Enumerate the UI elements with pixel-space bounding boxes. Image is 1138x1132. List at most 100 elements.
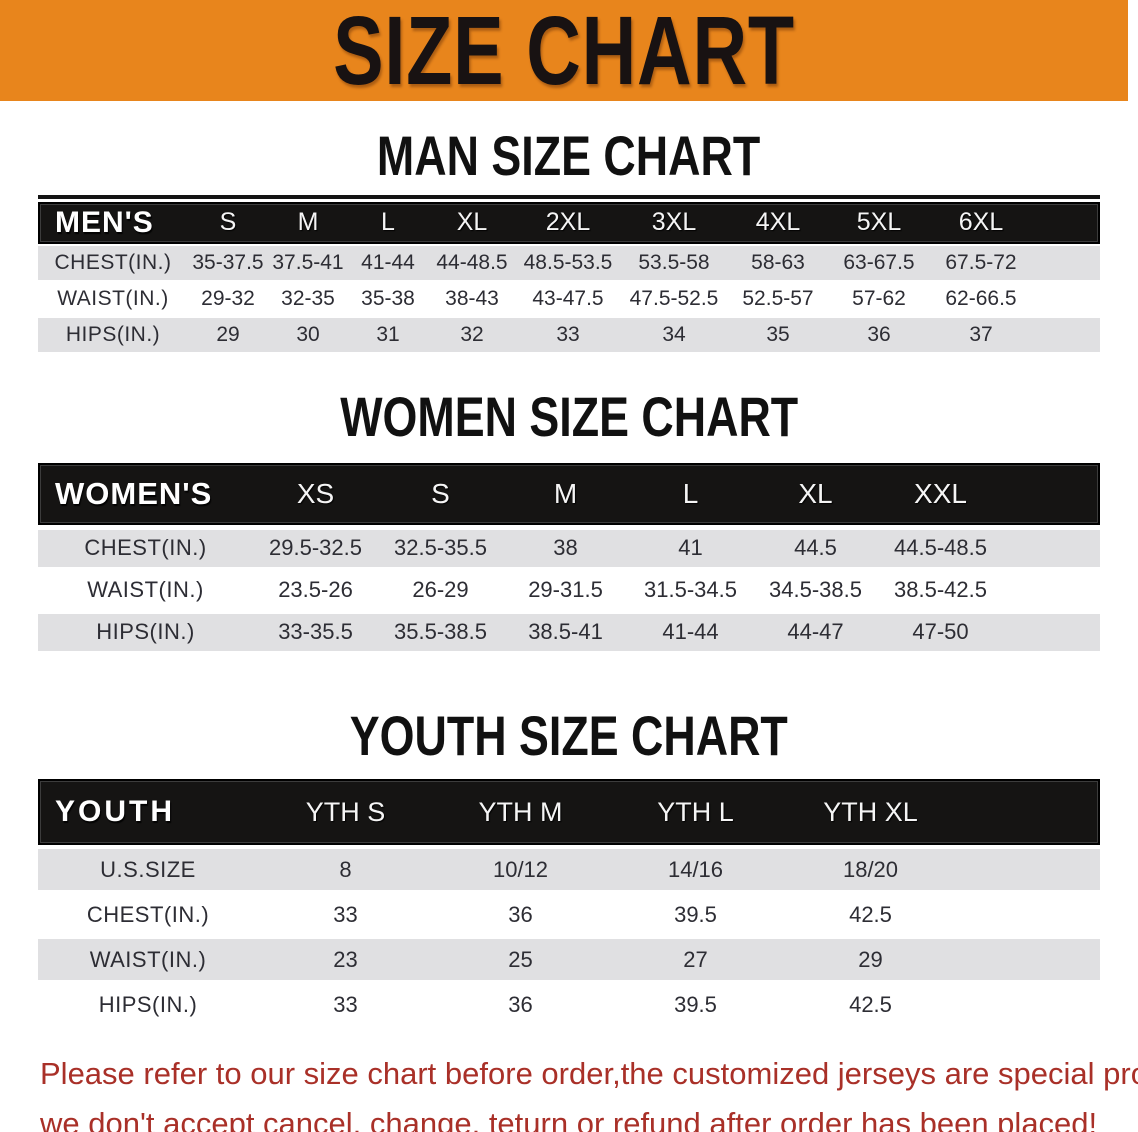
column-header: M [297,208,319,237]
size-value: 44-48.5 [436,250,508,274]
column-header: YTH L [657,796,734,827]
size-value: 36 [508,901,533,927]
size-value: 14/16 [667,856,724,882]
size-value: 41-44 [361,250,415,274]
column-header: 5XL [856,208,902,237]
table-row: CHEST(IN.) 35-37.5 37.5-41 41-44 44-48.5… [38,245,1100,280]
size-value: 35.5-38.5 [394,619,487,645]
size-value: 33 [333,901,358,927]
size-value: 38.5-41 [528,619,603,645]
size-value: 62-66.5 [945,286,1017,310]
size-value: 27 [683,946,708,972]
size-value: 42.5 [849,901,892,927]
size-value: 36 [508,991,533,1017]
size-value: 32.5-35.5 [394,535,487,561]
page-title: SIZE CHART [333,0,795,105]
size-value: 35-38 [361,286,415,310]
youth-section-heading: YOUTH SIZE CHART [349,703,789,767]
size-value: 29-32 [201,286,255,310]
table-row: HIPS(IN.) 29 30 31 32 33 34 35 36 37 [38,317,1100,352]
column-header: L [682,477,699,509]
column-header: XL [456,208,488,237]
size-value: 47.5-52.5 [629,286,719,310]
row-label: HIPS(IN.) [65,322,161,346]
size-value: 32-35 [281,286,335,310]
size-value: 35-37.5 [192,250,264,274]
size-value: 18/20 [842,856,899,882]
size-value: 38.5-42.5 [894,577,987,603]
size-value: 34.5-38.5 [769,577,862,603]
column-header: 6XL [958,208,1004,237]
womens-corner-label: WOMEN'S [55,475,213,511]
table-row: WAIST(IN.) 29-32 32-35 35-38 38-43 43-47… [38,282,1100,316]
size-value: 38-43 [445,286,499,310]
size-value: 32 [460,322,484,346]
size-value: 31 [376,322,400,346]
women-section-heading: WOMEN SIZE CHART [340,384,798,448]
size-value: 23.5-26 [278,577,353,603]
size-value: 29-31.5 [528,577,603,603]
row-label: HIPS(IN.) [98,991,198,1017]
size-value: 30 [296,322,320,346]
column-header: YTH M [478,796,563,827]
notice-line-2: we don't accept cancel, change, teturn o… [40,1106,1098,1132]
size-value: 10/12 [492,856,549,882]
size-value: 29 [216,322,240,346]
order-notice: Please refer to our size chart before or… [40,1049,1138,1132]
column-header: XL [798,477,833,509]
size-value: 34 [662,322,686,346]
size-value: 37.5-41 [272,250,344,274]
size-value: 48.5-53.5 [523,250,613,274]
column-header: S [219,208,237,237]
row-label: WAIST(IN.) [89,946,207,972]
size-value: 41 [678,535,703,561]
size-value: 33 [333,991,358,1017]
size-value: 41-44 [662,619,719,645]
size-value: 52.5-57 [742,286,814,310]
size-value: 39.5 [674,901,717,927]
size-value: 36 [867,322,891,346]
youth-table-header-row: YOUTH YTH S YTH M YTH L YTH XL [38,779,1100,846]
row-label: U.S.SIZE [100,856,196,882]
size-value: 37 [969,322,993,346]
size-value: 53.5-58 [638,250,710,274]
column-header: XXL [914,477,967,509]
size-value: 33 [556,322,580,346]
column-header: 3XL [651,208,697,237]
row-label: CHEST(IN.) [84,535,207,561]
size-value: 35 [766,322,790,346]
table-row: HIPS(IN.) 33 36 39.5 42.5 [38,984,1100,1025]
size-value: 38 [553,535,578,561]
womens-size-table: WOMEN'S XS S M L XL XXL CHEST(IN.) 29.5-… [38,462,1100,651]
column-header: S [431,477,450,509]
table-row: WAIST(IN.) 23 25 27 29 [38,939,1100,981]
column-header: YTH S [305,796,386,827]
column-header: M [553,477,578,509]
men-section-heading: MAN SIZE CHART [377,124,761,187]
row-label: CHEST(IN.) [86,901,210,927]
table-row: WAIST(IN.) 23.5-26 26-29 29-31.5 31.5-34… [38,572,1100,609]
column-header: 2XL [545,208,591,237]
size-value: 44.5-48.5 [894,535,987,561]
table-row: CHEST(IN.) 33 36 39.5 42.5 [38,894,1100,935]
column-header: YTH XL [823,796,918,827]
row-label: WAIST(IN.) [87,577,204,603]
size-value: 57-62 [852,286,906,310]
size-value: 26-29 [412,577,469,603]
size-value: 33-35.5 [278,619,353,645]
row-label: WAIST(IN.) [57,286,169,310]
column-header: 4XL [755,208,801,237]
womens-table-header-row: WOMEN'S XS S M L XL XXL [38,462,1100,525]
youth-size-table: YOUTH YTH S YTH M YTH L YTH XL U.S.SIZE … [38,779,1100,1025]
size-value: 47-50 [912,619,969,645]
banner: SIZE CHART [0,0,1128,101]
size-value: 23 [333,946,358,972]
size-value: 43-47.5 [532,286,604,310]
column-header: XS [296,477,335,509]
notice-line-1: Please refer to our size chart before or… [40,1056,1138,1092]
size-value: 44-47 [787,619,844,645]
table-row: U.S.SIZE 8 10/12 14/16 18/20 [38,849,1100,891]
column-header: L [381,208,395,237]
size-value: 39.5 [674,991,717,1017]
